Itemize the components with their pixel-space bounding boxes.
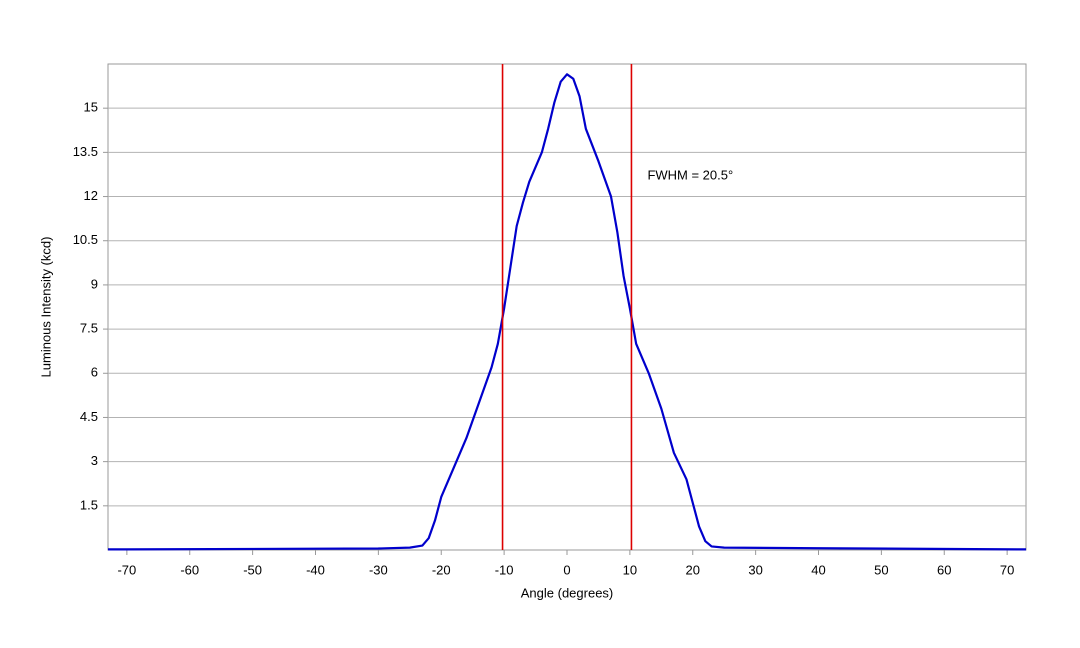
y-tick-label: 1.5 — [80, 497, 98, 512]
x-axis-label: Angle (degrees) — [521, 585, 614, 600]
x-tick-label: 40 — [811, 562, 825, 577]
y-tick-label: 7.5 — [80, 321, 98, 336]
y-axis-label: Luminous Intensity (kcd) — [38, 237, 53, 378]
data-line — [107, 73, 1027, 551]
annotation: FWHM = 20.5° — [647, 167, 733, 182]
y-tick-label: 9 — [91, 276, 98, 291]
x-tick-label: -70 — [117, 562, 136, 577]
x-tick-label: 70 — [1000, 562, 1014, 577]
y-tick-label: 3 — [91, 453, 98, 468]
y-tick-label: 15 — [84, 100, 98, 115]
x-tick-label: -30 — [369, 562, 388, 577]
x-tick-label: -20 — [432, 562, 451, 577]
x-tick-label: 0 — [563, 562, 570, 577]
x-tick-label: 30 — [748, 562, 762, 577]
y-tick-label: 12 — [84, 188, 98, 203]
x-tick-label: 60 — [937, 562, 951, 577]
y-tick-label: 6 — [91, 365, 98, 380]
x-tick-label: -60 — [180, 562, 199, 577]
x-tick-label: -50 — [243, 562, 262, 577]
x-tick-label: -10 — [495, 562, 514, 577]
x-tick-label: 50 — [874, 562, 888, 577]
y-tick-label: 10.5 — [73, 232, 98, 247]
y-tick-label: 4.5 — [80, 409, 98, 424]
x-tick-label: 20 — [686, 562, 700, 577]
y-tick-label: 13.5 — [73, 144, 98, 159]
x-tick-label: -40 — [306, 562, 325, 577]
plot-area — [107, 63, 1027, 551]
x-tick-label: 10 — [623, 562, 637, 577]
